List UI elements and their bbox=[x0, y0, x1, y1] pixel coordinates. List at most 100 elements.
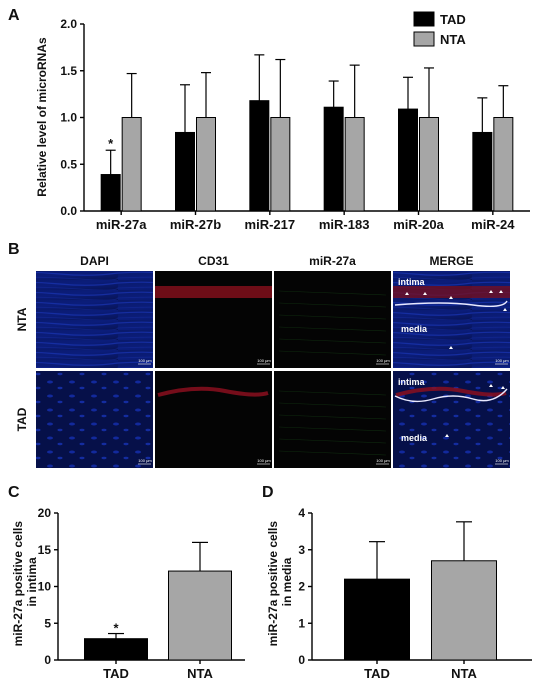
micrograph-arrowhead-marker bbox=[489, 384, 493, 387]
micrograph-column-label: miR-27a bbox=[309, 254, 356, 268]
micrograph-mir27a-faint bbox=[278, 402, 387, 408]
micrograph-arrowhead-marker bbox=[423, 292, 427, 295]
chart-a-bar-tad bbox=[323, 106, 344, 212]
chart-c-x-tick-label: TAD bbox=[103, 666, 129, 681]
micrograph-arrowhead-marker bbox=[405, 292, 409, 295]
micrograph-intima-media-boundary bbox=[394, 300, 508, 308]
chart-c-y-tick-label: 20 bbox=[38, 506, 52, 520]
chart-d-media-cells: 0 1 2 3 4 TAD NTA bbox=[298, 506, 532, 681]
chart-d-y-tick-label: 2 bbox=[298, 580, 305, 594]
micrograph-intima-label: intima bbox=[398, 377, 425, 387]
micrograph-scale-bar-label: 100 μm bbox=[495, 458, 509, 463]
chart-c-y-axis-label: miR-27a positive cells in intima bbox=[11, 518, 39, 647]
micrograph-scale-bar-label: 100 μm bbox=[257, 358, 271, 363]
chart-a-bar-tad bbox=[398, 108, 418, 212]
micrograph-mir27a-faint bbox=[278, 302, 387, 308]
micrograph-mir27a-faint bbox=[278, 390, 387, 396]
panel-c-letter: C bbox=[8, 484, 20, 501]
micrograph-row-label: TAD bbox=[15, 407, 29, 431]
chart-c-y-tick-label: 15 bbox=[38, 543, 52, 557]
chart-a-x-tick-label: miR-20a bbox=[393, 217, 444, 232]
chart-a-bar-tad bbox=[249, 100, 270, 212]
chart-a-legend-label-tad: TAD bbox=[440, 12, 466, 27]
micrograph-dark-background bbox=[274, 271, 391, 368]
micrograph-media-label: media bbox=[401, 433, 428, 443]
panel-a-letter: A bbox=[8, 7, 20, 24]
micrograph-scale-bar-label: 100 μm bbox=[138, 358, 152, 363]
chart-a-legend-swatch-tad bbox=[413, 11, 435, 27]
chart-c-intima-cells: 0 5 10 15 20 TAD NTA * bbox=[38, 506, 245, 681]
chart-c-significance-star: * bbox=[113, 621, 119, 636]
micrograph-column-label: MERGE bbox=[429, 254, 473, 268]
micrograph-arrowhead-marker bbox=[499, 290, 503, 293]
chart-a-x-tick-label: miR-27a bbox=[96, 217, 147, 232]
micrograph-dark-background bbox=[274, 371, 391, 468]
micrograph-mir27a-faint bbox=[278, 426, 387, 432]
chart-c-bar-nta bbox=[168, 570, 232, 661]
micrograph-mir27a-faint bbox=[278, 438, 387, 444]
chart-d-bar-nta bbox=[431, 560, 497, 661]
chart-a-significance-star: * bbox=[108, 136, 114, 151]
chart-a-x-tick-label: miR-27b bbox=[170, 217, 221, 232]
chart-d-y-tick-label: 3 bbox=[298, 543, 305, 557]
chart-a-y-tick-label: 0.0 bbox=[60, 204, 77, 218]
micrograph-cd31-signal bbox=[157, 386, 269, 397]
chart-a-bar-nta bbox=[419, 117, 439, 212]
chart-a-y-tick-label: 1.0 bbox=[60, 111, 77, 125]
micrograph-scale-bar-label: 100 μm bbox=[495, 358, 509, 363]
chart-d-y-tick-label: 0 bbox=[298, 653, 305, 667]
chart-c-x-tick-label: NTA bbox=[187, 666, 213, 681]
micrograph-dapi-layer bbox=[393, 371, 510, 468]
chart-d-y-tick-label: 1 bbox=[298, 616, 305, 630]
micrograph-arrowhead-marker bbox=[489, 290, 493, 293]
chart-a-microrna-levels: 0.0 0.5 1.0 1.5 2.0 miR-27a miR-27b miR-217 miR-… bbox=[60, 11, 530, 232]
micrograph-arrowhead-marker bbox=[449, 296, 453, 299]
chart-c-y-label-line2: in intima bbox=[25, 557, 39, 607]
micrograph-grid: DAPI CD31 miR-27a MERGE NTA TAD 100 μm 100 μm 10… bbox=[15, 254, 510, 468]
micrograph-arrowhead-marker bbox=[445, 434, 449, 437]
chart-a-bar-nta bbox=[493, 117, 514, 212]
chart-a-bar-nta bbox=[121, 117, 142, 212]
chart-a-legend-label-nta: NTA bbox=[440, 32, 466, 47]
chart-c-y-tick-label: 5 bbox=[44, 616, 51, 630]
chart-d-y-tick-label: 4 bbox=[298, 506, 305, 520]
chart-d-y-label-line2: in media bbox=[280, 557, 294, 606]
micrograph-scale-bar-label: 100 μm bbox=[376, 458, 390, 463]
chart-a-bar-nta bbox=[196, 117, 216, 212]
chart-a-bar-tad bbox=[175, 131, 195, 212]
chart-a-bar-nta bbox=[344, 117, 365, 212]
micrograph-scale-bar-label: 100 μm bbox=[138, 458, 152, 463]
micrograph-arrowhead-marker bbox=[503, 308, 507, 311]
chart-c-bar-tad bbox=[84, 638, 148, 661]
chart-a-y-axis-label: Relative level of microRNAs bbox=[35, 37, 49, 197]
micrograph-cd31-signal bbox=[393, 286, 510, 298]
chart-a-bar-tad bbox=[472, 131, 493, 212]
chart-c-y-label-line1: miR-27a positive cells bbox=[11, 521, 25, 647]
chart-d-x-tick-label: NTA bbox=[451, 666, 477, 681]
micrograph-arrowhead-marker bbox=[501, 386, 505, 389]
panel-b-letter: B bbox=[8, 241, 20, 258]
chart-a-bar-nta bbox=[270, 117, 291, 212]
micrograph-cd31-signal bbox=[395, 386, 507, 397]
micrograph-column-label: DAPI bbox=[80, 254, 109, 268]
chart-d-bar-tad bbox=[344, 578, 410, 661]
micrograph-mir27a-faint bbox=[278, 450, 387, 456]
micrograph-mir27a-faint bbox=[278, 326, 387, 332]
micrograph-dark-background bbox=[155, 371, 272, 468]
micrograph-dapi-layer bbox=[36, 271, 153, 368]
chart-c-y-tick-label: 0 bbox=[44, 653, 51, 667]
micrograph-mir27a-faint bbox=[278, 338, 387, 344]
micrograph-arrowhead-marker bbox=[449, 346, 453, 349]
chart-a-y-tick-label: 0.5 bbox=[60, 157, 77, 171]
micrograph-mir27a-faint bbox=[278, 290, 387, 296]
micrograph-column-label: CD31 bbox=[198, 254, 229, 268]
chart-a-bar-tad bbox=[100, 174, 121, 212]
micrograph-intima-media-boundary bbox=[394, 388, 508, 403]
chart-a-legend-swatch-nta bbox=[413, 31, 435, 47]
micrograph-row-label: NTA bbox=[15, 307, 29, 331]
micrograph-mir27a-faint bbox=[278, 414, 387, 420]
chart-a-y-tick-label: 2.0 bbox=[60, 17, 77, 31]
micrograph-cd31-signal bbox=[155, 286, 272, 298]
chart-d-y-axis-label: miR-27a positive cells in media bbox=[266, 518, 294, 647]
